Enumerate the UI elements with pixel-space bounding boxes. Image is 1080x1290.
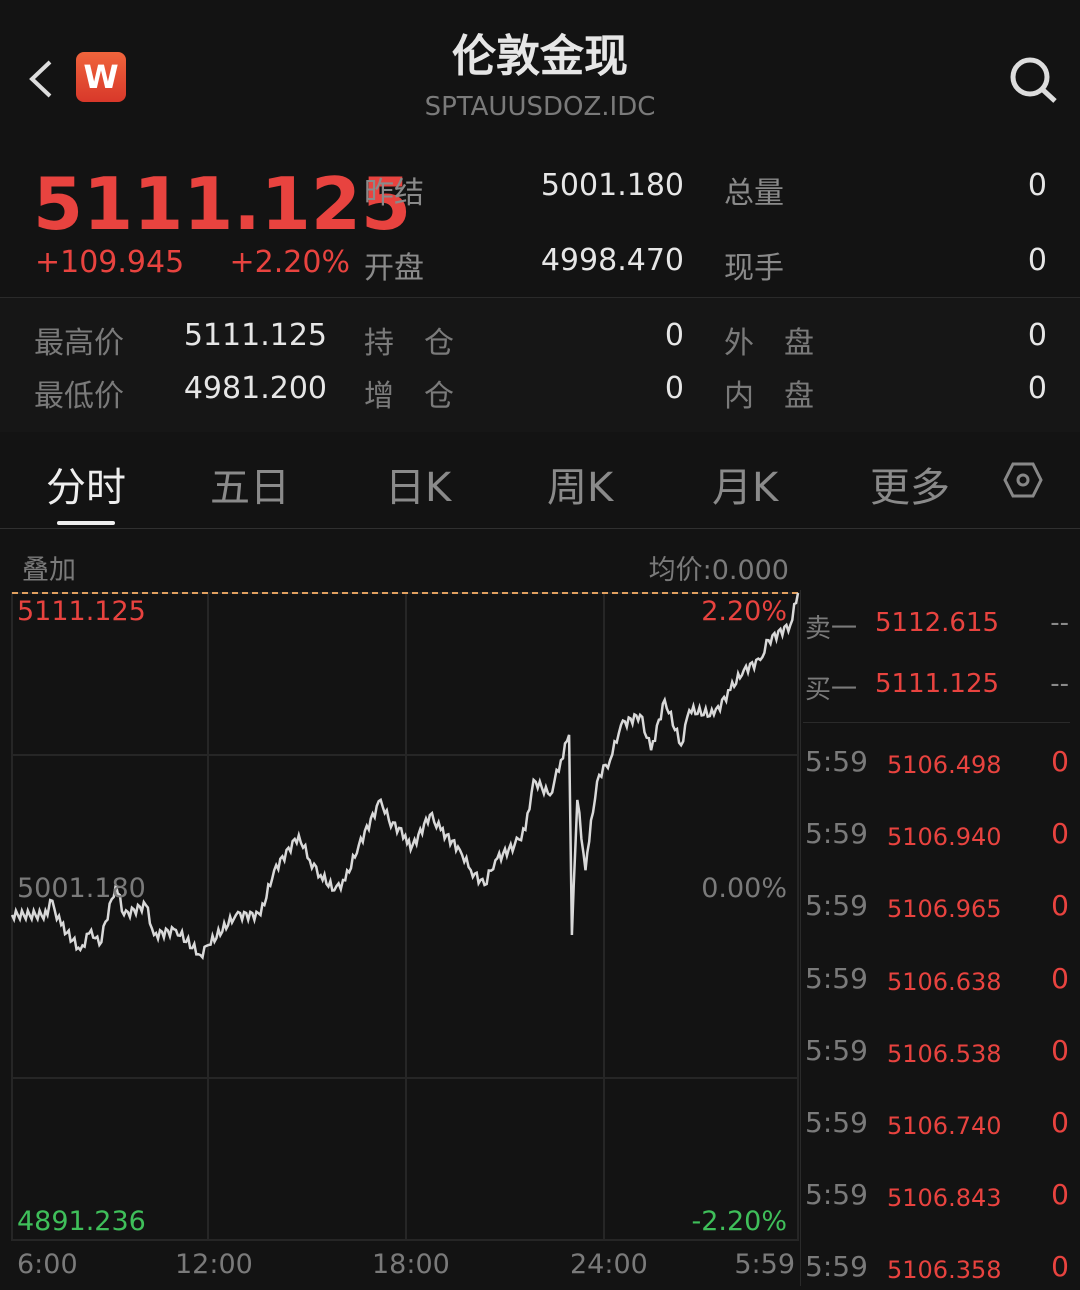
tab-weekly-k[interactable]: 周K [547, 455, 613, 513]
ask-row: 卖一 5112.615 -- [803, 608, 1070, 648]
tick-row: 5:59 5106.740 0 [803, 1106, 1070, 1146]
tick-price: 5106.358 [887, 1256, 1002, 1284]
ask-label: 卖一 [805, 608, 857, 645]
y-label-mid-price: 5001.180 [17, 873, 146, 904]
symbol-code: SPTAUUSDOZ.IDC [0, 92, 1080, 122]
y-label-bottom-pct: -2.20% [650, 1206, 787, 1237]
intraday-chart[interactable] [0, 580, 800, 1260]
tick-time: 5:59 [805, 889, 868, 922]
stat-label: 昨结 [364, 168, 424, 212]
detail-value: 0 [600, 318, 684, 353]
tick-time: 5:59 [805, 1034, 868, 1067]
price-change: +109.945 [35, 245, 184, 280]
tick-price: 5106.843 [887, 1184, 1002, 1212]
tick-price: 5106.638 [887, 968, 1002, 996]
tick-time: 5:59 [805, 817, 868, 850]
stat-value: 4998.470 [500, 243, 684, 278]
detail-value: 5111.125 [150, 318, 327, 353]
detail-value: 0 [960, 371, 1047, 406]
tick-time: 5:59 [805, 1250, 868, 1283]
tick-volume: 0 [1003, 1178, 1069, 1211]
x-label: 6:00 [17, 1249, 78, 1280]
bid-volume: -- [1003, 669, 1069, 699]
tick-volume: 0 [1003, 1106, 1069, 1139]
detail-value: 0 [960, 318, 1047, 353]
detail-label: 内 盘 [724, 371, 814, 415]
stat-label: 现手 [724, 243, 784, 287]
bid-row: 买一 5111.125 -- [803, 669, 1070, 709]
ask-price: 5112.615 [875, 608, 999, 638]
tick-row: 5:59 5106.498 0 [803, 745, 1070, 785]
tick-row: 5:59 5106.358 0 [803, 1250, 1070, 1290]
tick-row: 5:59 5106.965 0 [803, 889, 1070, 929]
x-label: 12:00 [175, 1249, 253, 1280]
tick-time: 5:59 [805, 1178, 868, 1211]
tick-price: 5106.940 [887, 823, 1002, 851]
x-label: 24:00 [570, 1249, 648, 1280]
bid-label: 买一 [805, 669, 857, 706]
tick-volume: 0 [1003, 745, 1069, 778]
hexagon-settings-icon[interactable] [1003, 461, 1043, 499]
x-label: 18:00 [372, 1249, 450, 1280]
tick-volume: 0 [1003, 889, 1069, 922]
detail-label: 持 仓 [364, 318, 454, 362]
y-label-top-pct: 2.20% [650, 596, 787, 627]
tab-more[interactable]: 更多 [870, 455, 950, 513]
stat-value: 0 [900, 168, 1047, 203]
tab-five-day[interactable]: 五日 [210, 455, 290, 513]
tick-row: 5:59 5106.538 0 [803, 1034, 1070, 1074]
tick-volume: 0 [1003, 817, 1069, 850]
tick-volume: 0 [1003, 1250, 1069, 1283]
tab-daily-k[interactable]: 日K [385, 455, 451, 513]
tick-row: 5:59 5106.638 0 [803, 962, 1070, 1002]
y-label-bottom-price: 4891.236 [17, 1206, 146, 1237]
tick-price: 5106.965 [887, 895, 1002, 923]
detail-label: 外 盘 [724, 318, 814, 362]
page-title: 伦敦金现 [0, 20, 1080, 84]
tab-monthly-k[interactable]: 月K [712, 455, 778, 513]
bid-price: 5111.125 [875, 669, 999, 699]
detail-value: 0 [600, 371, 684, 406]
last-price: 5111.125 [33, 162, 411, 246]
detail-label: 最低价 [34, 371, 124, 415]
stat-label: 总量 [724, 168, 784, 212]
ask-volume: -- [1003, 608, 1069, 638]
stat-value: 5001.180 [500, 168, 684, 203]
detail-value: 4981.200 [150, 371, 327, 406]
x-label: 5:59 [700, 1249, 795, 1280]
tick-row: 5:59 5106.940 0 [803, 817, 1070, 857]
stat-label: 开盘 [364, 243, 424, 287]
tick-time: 5:59 [805, 1106, 868, 1139]
detail-label: 增 仓 [364, 371, 454, 415]
tick-volume: 0 [1003, 962, 1069, 995]
tick-volume: 0 [1003, 1034, 1069, 1067]
tick-price: 5106.498 [887, 751, 1002, 779]
y-label-mid-pct: 0.00% [650, 873, 787, 904]
tab-intraday[interactable]: 分时 [46, 455, 126, 513]
tick-price: 5106.740 [887, 1112, 1002, 1140]
stat-value: 0 [900, 243, 1047, 278]
tick-time: 5:59 [805, 962, 868, 995]
tick-price: 5106.538 [887, 1040, 1002, 1068]
y-label-top-price: 5111.125 [17, 596, 146, 627]
active-tab-indicator [57, 521, 115, 525]
tick-row: 5:59 5106.843 0 [803, 1178, 1070, 1218]
price-change-pct: +2.20% [200, 245, 350, 280]
tick-time: 5:59 [805, 745, 868, 778]
detail-label: 最高价 [34, 318, 124, 362]
search-icon[interactable] [1008, 55, 1060, 105]
